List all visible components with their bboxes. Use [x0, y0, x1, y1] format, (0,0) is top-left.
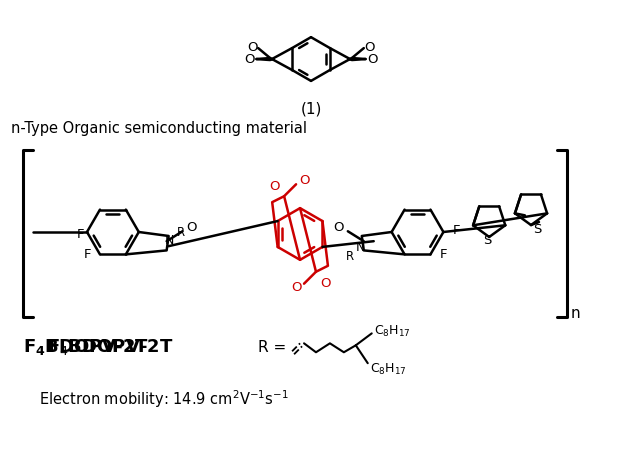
- Text: F: F: [453, 224, 460, 237]
- Text: $\mathbf{F_4}$$\mathbf{BDOPV\text{-}2T}$: $\mathbf{F_4}$$\mathbf{BDOPV\text{-}2T}$: [23, 337, 149, 357]
- Text: F: F: [77, 229, 84, 242]
- Text: n: n: [571, 306, 580, 321]
- Text: (1): (1): [300, 101, 322, 116]
- Text: N: N: [165, 234, 174, 247]
- Text: O: O: [291, 281, 301, 294]
- Text: S: S: [483, 234, 491, 248]
- Text: C$_8$H$_{17}$: C$_8$H$_{17}$: [369, 362, 406, 377]
- Text: O: O: [333, 221, 344, 234]
- Text: R: R: [177, 226, 185, 239]
- Text: O: O: [244, 53, 254, 66]
- Text: O: O: [368, 53, 378, 66]
- Text: N: N: [356, 242, 366, 255]
- Text: S: S: [533, 223, 541, 236]
- Text: O: O: [321, 277, 331, 290]
- Text: F: F: [440, 248, 447, 261]
- Text: O: O: [364, 41, 375, 54]
- Text: F$_4$BDOPV-2T: F$_4$BDOPV-2T: [47, 337, 174, 357]
- Text: O: O: [299, 174, 309, 187]
- Text: n-Type Organic semiconducting material: n-Type Organic semiconducting material: [11, 121, 307, 136]
- Text: Electron mobility: 14.9 cm$^2$V$^{-1}$s$^{-1}$: Electron mobility: 14.9 cm$^2$V$^{-1}$s$…: [39, 388, 289, 410]
- Text: O: O: [186, 221, 197, 234]
- Text: F: F: [83, 248, 91, 261]
- Text: O: O: [247, 41, 258, 54]
- Text: R =: R =: [258, 340, 287, 355]
- Text: O: O: [269, 180, 279, 193]
- Text: C$_8$H$_{17}$: C$_8$H$_{17}$: [374, 324, 411, 339]
- Text: R: R: [346, 250, 354, 263]
